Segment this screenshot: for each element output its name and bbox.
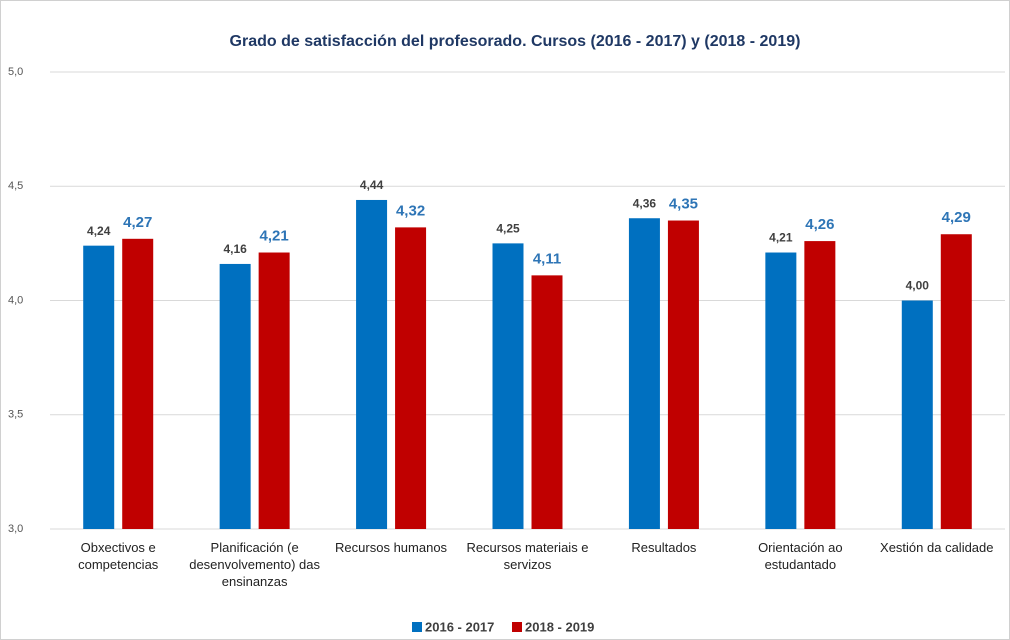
data-label: 4,16	[223, 242, 247, 256]
data-label: 4,25	[496, 222, 520, 236]
y-tick-label: 5,0	[8, 66, 23, 78]
bar	[804, 241, 836, 529]
bar	[628, 218, 660, 530]
x-tick-label: Obxectivos e competencias	[78, 540, 159, 572]
data-label: 4,00	[906, 279, 930, 293]
legend-label: 2018 - 2019	[525, 619, 594, 634]
bar	[765, 252, 797, 529]
data-label: 4,29	[942, 209, 971, 226]
x-tick-label-box: Resultados	[631, 540, 697, 555]
data-label: 4,35	[669, 195, 698, 212]
x-tick-label: Recursos materiais e servizos	[466, 540, 589, 572]
bar	[83, 245, 115, 529]
bar	[395, 227, 427, 529]
bar	[219, 263, 251, 529]
bar	[122, 238, 154, 529]
data-label: 4,11	[533, 250, 561, 267]
bar	[356, 199, 388, 529]
legend-swatch	[412, 622, 422, 632]
data-label: 4,27	[123, 214, 152, 231]
legend-label: 2016 - 2017	[425, 619, 494, 634]
x-tick-label: Recursos humanos	[335, 540, 448, 555]
bar	[258, 252, 290, 529]
x-tick-label: Planificación (e desenvolvemento) das en…	[189, 540, 321, 589]
bar	[901, 300, 933, 529]
x-tick-label-box: Recursos humanos	[335, 540, 448, 555]
x-tick-label-box: Planificación (e desenvolvemento) das en…	[189, 540, 321, 589]
bar	[492, 243, 524, 529]
bar	[667, 220, 699, 529]
chart-title: Grado de satisfacción del profesorado. C…	[230, 33, 801, 50]
y-tick-label: 3,5	[8, 409, 23, 421]
bar	[940, 234, 972, 530]
data-label: 4,21	[769, 231, 793, 245]
bar	[531, 275, 563, 529]
data-label: 4,26	[805, 216, 834, 233]
data-label: 4,21	[260, 227, 289, 244]
data-label: 4,36	[633, 196, 657, 210]
y-tick-label: 4,0	[8, 294, 23, 306]
data-label: 4,24	[87, 224, 111, 238]
data-label: 4,32	[396, 202, 425, 219]
data-label: 4,44	[360, 178, 384, 192]
x-tick-label-box: Recursos materiais e servizos	[466, 540, 589, 572]
y-tick-label: 4,5	[8, 180, 23, 192]
x-tick-label: Resultados	[631, 540, 697, 555]
x-tick-label-box: Orientación ao estudantado	[758, 540, 843, 572]
x-tick-label-box: Xestión da calidade	[880, 540, 994, 555]
x-tick-label-box: Obxectivos e competencias	[78, 540, 159, 572]
x-tick-label: Orientación ao estudantado	[758, 540, 843, 572]
y-tick-label: 3,0	[8, 523, 23, 535]
x-tick-label: Xestión da calidade	[880, 540, 994, 555]
legend-swatch	[512, 622, 522, 632]
